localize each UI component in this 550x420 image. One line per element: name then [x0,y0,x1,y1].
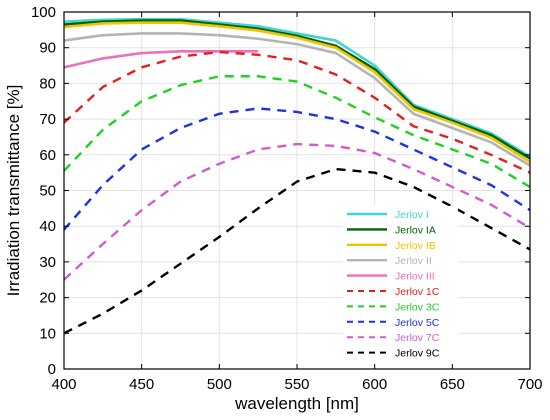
y-tick-label: 20 [39,290,56,307]
series-jerlov-i-line [63,17,531,158]
series-jerlov-ib-line [63,21,531,164]
series-jerlov-ia-line [63,19,531,160]
ticks [63,11,531,370]
y-tick-label: 40 [39,218,56,235]
tick-labels: 400 450 500 550 600 650 700 0 10 20 30 40 50 60 70 80 90… [31,4,543,393]
series-jerlov-5c-line [63,107,531,231]
x-tick-label: 550 [284,376,309,393]
legend-label: Jerlov IA [395,224,436,236]
legend-label: Jerlov 9C [395,348,440,360]
legend-label: Jerlov II [395,255,432,267]
legend: Jerlov I Jerlov IA Jerlov IB Jerlov II Jerlo… [343,206,458,364]
series-lines [63,17,531,335]
x-tick-label: 500 [207,376,232,393]
x-tick-label: 450 [129,376,154,393]
y-tick-label: 30 [39,254,56,271]
legend-label: Jerlov 3C [395,301,440,313]
legend-label: Jerlov 7C [395,332,440,344]
legend-label: Jerlov IB [395,240,436,252]
legend-label: Jerlov 5C [395,317,440,329]
y-axis-label: Irradiation transmittance [%] [4,85,23,297]
y-tick-label: 80 [39,75,56,92]
x-tick-label: 400 [51,376,76,393]
x-axis-label: wavelength [nm] [234,394,359,413]
y-tick-label: 100 [31,4,56,21]
x-tick-label: 600 [362,376,387,393]
y-tick-label: 60 [39,147,56,164]
y-tick-label: 0 [48,361,56,378]
series-jerlov-7c-line [63,142,531,281]
legend-label: Jerlov III [395,271,435,283]
y-tick-label: 90 [39,40,56,57]
legend-label: Jerlov 1C [395,286,440,298]
y-tick-label: 70 [39,111,56,128]
series-jerlov-9c-line [63,167,531,335]
x-tick-label: 650 [440,376,465,393]
series-jerlov-ii-line [63,32,531,167]
series-jerlov-3c-line [63,75,531,188]
legend-label: Jerlov I [395,209,429,221]
y-tick-label: 50 [39,183,56,200]
x-tick-label: 700 [517,376,542,393]
y-tick-label: 10 [39,325,56,342]
series-jerlov-1c-line [63,50,531,174]
